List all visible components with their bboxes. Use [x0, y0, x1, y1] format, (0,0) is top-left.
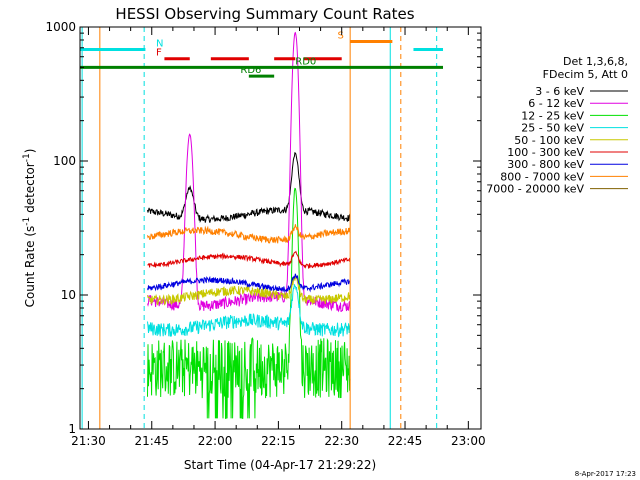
y-tick-label: 10: [61, 288, 76, 302]
legend-label: 25 - 50 keV: [521, 122, 584, 135]
x-tick-label: 22:45: [388, 434, 423, 448]
plot-area: NF S RD0 RD6: [80, 27, 444, 429]
legend-label: 50 - 100 keV: [514, 134, 584, 147]
chart-title: HESSI Observing Summary Count Rates: [115, 5, 414, 23]
legend: Det 1,3,6,8, FDecim 5, Att 0 3 - 6 keV6 …: [486, 55, 628, 196]
series-line: [147, 273, 351, 294]
legend-label: 300 - 800 keV: [507, 158, 584, 171]
x-tick-label: 22:00: [198, 434, 233, 448]
series-line: [147, 250, 351, 269]
x-tick-label: 22:15: [261, 434, 296, 448]
x-tick-label: 23:00: [451, 434, 486, 448]
y-axis-label-sup1: -1: [22, 217, 32, 226]
plot-frame: [79, 26, 482, 430]
y-tick-label: 1: [68, 422, 76, 436]
series-line: [147, 224, 351, 244]
y-tick-label: 1000: [45, 20, 76, 34]
flag-label: RD6: [240, 65, 261, 76]
series-line: [147, 284, 351, 338]
legend-label: 3 - 6 keV: [535, 85, 584, 98]
flag-label: N: [156, 38, 163, 49]
x-tick-label: 21:45: [134, 434, 169, 448]
legend-label: 800 - 7000 keV: [500, 170, 584, 183]
legend-label: 7000 - 20000 keV: [486, 183, 584, 196]
legend-header-1: Det 1,3,6,8,: [563, 55, 628, 68]
legend-label: 100 - 300 keV: [507, 146, 584, 159]
series-line: [147, 275, 351, 306]
x-axis-label: Start Time (04-Apr-17 21:29:22): [184, 458, 376, 472]
footer-date: 8-Apr-2017 17:23: [575, 470, 636, 478]
y-axis-label-mid: detector: [23, 162, 37, 217]
flag-label: S: [337, 30, 343, 41]
series-line: [147, 187, 351, 419]
flag-label: F: [156, 48, 162, 59]
legend-label: 6 - 12 keV: [528, 97, 584, 110]
x-tick-label: 22:30: [324, 434, 359, 448]
legend-label: 12 - 25 keV: [521, 109, 584, 122]
y-axis-label-sup2: -1: [22, 153, 32, 162]
y-axis-label: Count Rate (s-1 detector-1): [22, 149, 37, 308]
x-tick-label: 21:30: [71, 434, 106, 448]
y-axis-label-end: ): [23, 149, 37, 154]
series-line: [147, 151, 351, 223]
legend-header-2: FDecim 5, Att 0: [543, 68, 628, 81]
y-axis-label-main: Count Rate (s: [23, 226, 37, 308]
flag-label: RD0: [295, 56, 316, 67]
y-tick-label: 100: [53, 154, 76, 168]
axes: 21:30 21:45 22:00 22:15 22:30 22:45 23:00 1 10 10…: [45, 20, 485, 448]
